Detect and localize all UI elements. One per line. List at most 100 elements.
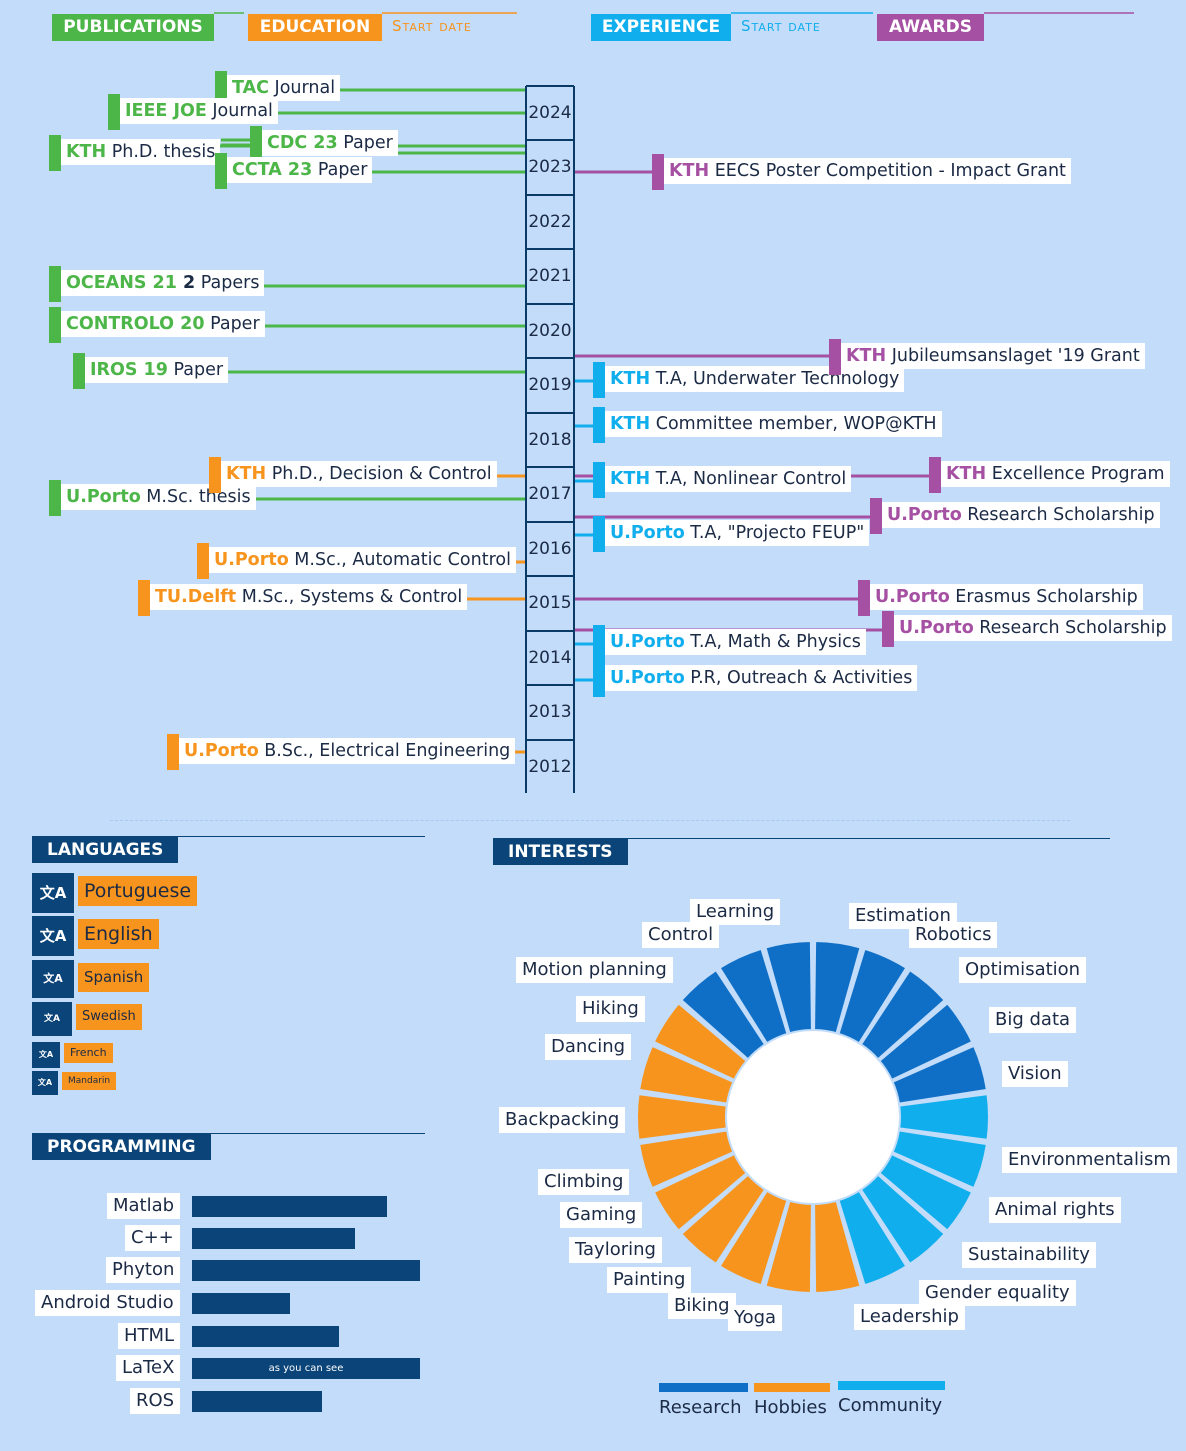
publications-entry: CONTROLO 20 Paper: [61, 311, 265, 337]
education-org: TU.Delft: [155, 587, 237, 607]
year-label: 2022: [528, 212, 571, 232]
awards-description: Jubileumsanslaget '19 Grant: [886, 346, 1140, 366]
skill-label: HTML: [118, 1323, 181, 1349]
legend-label-hobbies: Hobbies: [754, 1397, 827, 1418]
donut-segment-hobbies: [764, 1199, 813, 1295]
translate-icon: 文A: [32, 1002, 72, 1036]
interest-label-learning: Learning: [690, 899, 781, 925]
interests-header: INTERESTS: [493, 839, 628, 865]
experience-marker: [593, 462, 605, 498]
interest-label-motion-planning: Motion planning: [516, 957, 673, 983]
experience-header: EXPERIENCE: [591, 14, 731, 41]
awards-entry: U.Porto Research Scholarship: [882, 502, 1160, 528]
education-org: U.Porto: [184, 741, 259, 761]
publications-entry: CDC 23 Paper: [262, 130, 398, 156]
translate-icon: 文A: [32, 916, 74, 956]
interest-label-estimation: Estimation: [849, 903, 957, 929]
interest-label-sustainability: Sustainability: [962, 1242, 1096, 1268]
donut-segment-research: [764, 940, 813, 1035]
publications-org: KTH: [66, 142, 107, 162]
experience-description: T.A, Math & Physics: [684, 632, 861, 652]
experience-entry: U.Porto T.A, "Projecto FEUP": [605, 520, 870, 546]
experience-entry: KTH T.A, Underwater Technology: [605, 366, 905, 392]
awards-entry: U.Porto Erasmus Scholarship: [870, 584, 1143, 610]
experience-marker: [593, 516, 605, 552]
experience-org: U.Porto: [610, 668, 685, 688]
year-label: 2021: [528, 266, 571, 286]
publications-marker: [108, 94, 120, 130]
publications-entry: U.Porto M.Sc. thesis: [61, 484, 256, 510]
education-start-date-label: Start date: [392, 17, 472, 35]
publications-marker: [49, 135, 61, 171]
donut-segment-research: [813, 940, 862, 1035]
awards-org: U.Porto: [899, 618, 974, 638]
publications-entry: CCTA 23 Paper: [227, 157, 373, 183]
education-org: KTH: [226, 464, 267, 484]
donut-segment-research: [679, 968, 767, 1061]
awards-description: Research Scholarship: [961, 505, 1155, 525]
publications-marker: [73, 353, 85, 389]
legend-swatch-research: [659, 1383, 748, 1392]
publications-description: Papers: [195, 273, 260, 293]
education-header: EDUCATION: [248, 14, 382, 41]
publications-org: CONTROLO 20: [66, 314, 205, 334]
awards-marker: [929, 457, 941, 493]
language-swedish: Swedish: [76, 1004, 142, 1030]
awards-org: KTH: [946, 464, 987, 484]
interest-label-gender-equality: Gender equality: [919, 1280, 1076, 1306]
awards-entry: KTH Jubileumsanslaget '19 Grant: [841, 343, 1145, 369]
interest-label-hiking: Hiking: [576, 996, 645, 1022]
publications-entry: OCEANS 21 2 Papers: [61, 270, 265, 296]
donut-segment-hobbies: [652, 1152, 748, 1233]
experience-description: T.A, "Projecto FEUP": [684, 523, 865, 543]
skill-level-bar: [192, 1196, 387, 1217]
publications-header: PUBLICATIONS: [52, 14, 214, 41]
interest-label-biking: Biking: [668, 1293, 736, 1319]
publications-entry: IEEE JOE Journal: [120, 98, 278, 124]
awards-description: Research Scholarship: [973, 618, 1167, 638]
skill-label: LaTeX: [116, 1355, 181, 1381]
publications-entry: TAC Journal: [227, 75, 341, 101]
experience-description: T.A, Underwater Technology: [650, 369, 900, 389]
experience-marker: [593, 407, 605, 443]
translate-icon: 文A: [32, 960, 74, 998]
awards-org: U.Porto: [887, 505, 962, 525]
year-label: 2014: [528, 648, 571, 668]
education-description: Ph.D., Decision & Control: [266, 464, 492, 484]
skill-label: Phyton: [106, 1257, 181, 1283]
education-marker: [138, 580, 150, 616]
awards-org: KTH: [669, 161, 710, 181]
legend-swatch-hobbies: [754, 1383, 830, 1392]
year-label: 2013: [528, 702, 571, 722]
interest-label-climbing: Climbing: [538, 1169, 630, 1195]
interest-label-painting: Painting: [607, 1267, 692, 1293]
year-label: 2020: [528, 321, 571, 341]
languages-header: LANGUAGES: [32, 837, 179, 863]
interest-label-optimisation: Optimisation: [959, 957, 1087, 983]
skill-level-bar: [192, 1391, 322, 1412]
donut-segment-hobbies: [679, 1173, 767, 1266]
donut-segment-hobbies: [718, 1189, 789, 1287]
experience-marker: [593, 661, 605, 697]
publications-description: Paper: [167, 360, 224, 380]
year-label: 2012: [528, 757, 571, 777]
education-entry: TU.Delft M.Sc., Systems & Control: [150, 584, 468, 610]
experience-org: KTH: [610, 369, 651, 389]
experience-marker: [593, 625, 605, 661]
awards-marker: [652, 154, 664, 190]
publications-marker: [49, 266, 61, 302]
publications-entry: IROS 19 Paper: [85, 357, 229, 383]
publications-org: IEEE JOE: [125, 101, 207, 121]
awards-description: EECS Poster Competition - Impact Grant: [709, 161, 1066, 181]
awards-org: U.Porto: [875, 587, 950, 607]
interest-label-big-data: Big data: [989, 1007, 1077, 1033]
awards-entry: KTH EECS Poster Competition - Impact Gra…: [664, 158, 1071, 184]
year-label: 2018: [528, 430, 571, 450]
donut-segment-community: [898, 1092, 990, 1142]
education-description: M.Sc., Systems & Control: [236, 587, 463, 607]
experience-org: KTH: [610, 469, 651, 489]
skill-level-bar: [192, 1326, 339, 1347]
language-portuguese: Portuguese: [78, 876, 198, 906]
awards-description: Erasmus Scholarship: [949, 587, 1138, 607]
section-divider: [110, 820, 1070, 821]
